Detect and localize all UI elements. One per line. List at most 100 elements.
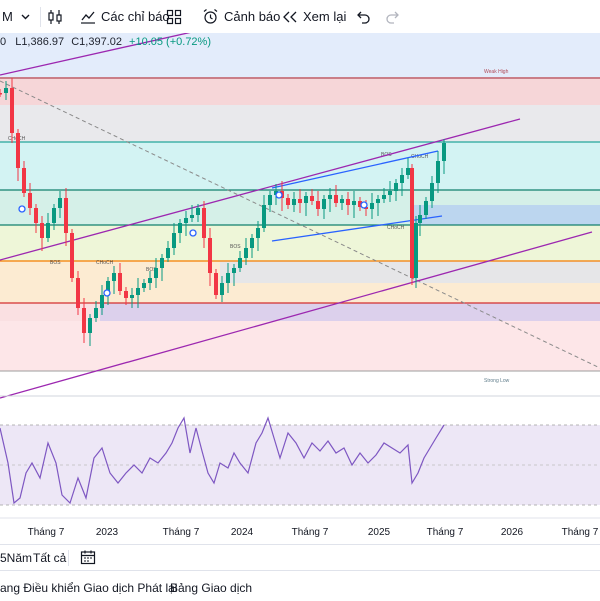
candle-body[interactable] bbox=[190, 215, 194, 218]
candle-body[interactable] bbox=[64, 198, 68, 233]
candle-body[interactable] bbox=[40, 223, 44, 238]
candle-body[interactable] bbox=[424, 201, 428, 215]
replay-button[interactable]: Xem lại bbox=[282, 0, 346, 33]
range-all-button[interactable]: Tất cả bbox=[33, 551, 67, 565]
candle-body[interactable] bbox=[178, 223, 182, 233]
marker-circle[interactable] bbox=[189, 229, 197, 237]
candle-body[interactable] bbox=[196, 208, 200, 215]
candle-body[interactable] bbox=[370, 203, 374, 209]
candle-body[interactable] bbox=[376, 199, 380, 203]
candle-body[interactable] bbox=[304, 196, 308, 203]
interval-selector[interactable]: M bbox=[2, 0, 30, 33]
range-5y-button[interactable]: 5Năm bbox=[0, 551, 33, 565]
candle-body[interactable] bbox=[142, 283, 146, 288]
dashed-trend-line[interactable] bbox=[0, 80, 600, 369]
candle-body[interactable] bbox=[70, 233, 74, 278]
channel-upper-line[interactable] bbox=[0, 118, 521, 261]
marker-circle[interactable] bbox=[103, 289, 111, 297]
candle-body[interactable] bbox=[262, 205, 266, 228]
candle-body[interactable] bbox=[0, 93, 2, 95]
marker-circle[interactable] bbox=[275, 191, 283, 199]
rsi-line[interactable] bbox=[0, 416, 445, 505]
candle-body[interactable] bbox=[208, 238, 212, 273]
candle-body[interactable] bbox=[382, 195, 386, 199]
alerts-button[interactable]: Cảnh báo bbox=[202, 0, 280, 33]
candle-body[interactable] bbox=[10, 88, 14, 133]
candle-body[interactable] bbox=[268, 195, 272, 205]
candle-body[interactable] bbox=[442, 143, 446, 161]
candle-body[interactable] bbox=[238, 258, 242, 268]
candle-body[interactable] bbox=[16, 133, 20, 168]
candle-body[interactable] bbox=[346, 199, 350, 205]
wedge-upper-line[interactable] bbox=[271, 150, 439, 189]
redo-button[interactable] bbox=[384, 0, 400, 33]
candle-body[interactable] bbox=[34, 208, 38, 223]
candle-body[interactable] bbox=[124, 291, 128, 298]
candle-body[interactable] bbox=[88, 318, 92, 333]
candle-body[interactable] bbox=[136, 288, 140, 295]
candle-body[interactable] bbox=[148, 278, 152, 283]
candlestick-series[interactable] bbox=[0, 78, 446, 346]
candle-body[interactable] bbox=[352, 201, 356, 205]
undo-button[interactable] bbox=[356, 0, 372, 33]
candle-body[interactable] bbox=[118, 273, 122, 291]
chart-canvas[interactable]: Weak High Strong Low BOS BOS BOS BOS CHo… bbox=[0, 33, 600, 544]
candle-body[interactable] bbox=[46, 223, 50, 238]
candle-body[interactable] bbox=[76, 278, 80, 308]
candle-body[interactable] bbox=[166, 248, 170, 258]
candle-body[interactable] bbox=[316, 201, 320, 209]
candle-body[interactable] bbox=[250, 238, 254, 248]
candle-body[interactable] bbox=[334, 195, 338, 203]
candle-body[interactable] bbox=[310, 196, 314, 201]
candle-body[interactable] bbox=[414, 223, 418, 278]
candle-body[interactable] bbox=[394, 183, 398, 191]
candle-body[interactable] bbox=[214, 273, 218, 295]
candle-body[interactable] bbox=[202, 208, 206, 238]
candle-body[interactable] bbox=[100, 295, 104, 308]
candle-style-button[interactable] bbox=[46, 0, 64, 33]
candle-body[interactable] bbox=[256, 228, 260, 238]
candle-body[interactable] bbox=[28, 193, 32, 208]
candle-body[interactable] bbox=[94, 308, 98, 318]
candle-body[interactable] bbox=[130, 295, 134, 298]
indicators-button[interactable]: Các chỉ báo bbox=[80, 0, 170, 33]
candle-body[interactable] bbox=[172, 233, 176, 248]
candle-body[interactable] bbox=[106, 281, 110, 295]
candle-body[interactable] bbox=[154, 268, 158, 278]
candle-body[interactable] bbox=[52, 208, 56, 223]
channel-upper-left[interactable] bbox=[0, 33, 210, 76]
candle-body[interactable] bbox=[184, 218, 188, 223]
marker-circle[interactable] bbox=[360, 201, 368, 209]
chart-area[interactable]: Weak High Strong Low BOS BOS BOS BOS CHo… bbox=[0, 33, 600, 544]
candle-body[interactable] bbox=[328, 195, 332, 199]
candle-body[interactable] bbox=[160, 258, 164, 268]
channel-lower-line[interactable] bbox=[0, 231, 593, 399]
candle-body[interactable] bbox=[4, 88, 8, 93]
tab-replay-trading-panel[interactable]: ang Điều khiển Giao dịch Phát lại bbox=[0, 581, 178, 595]
candle-body[interactable] bbox=[232, 268, 236, 273]
candle-body[interactable] bbox=[112, 273, 116, 281]
candle-body[interactable] bbox=[388, 191, 392, 195]
candle-body[interactable] bbox=[340, 199, 344, 203]
candle-body[interactable] bbox=[430, 183, 434, 201]
candle-body[interactable] bbox=[58, 198, 62, 208]
marker-circle[interactable] bbox=[18, 205, 26, 213]
candle-body[interactable] bbox=[436, 161, 440, 183]
time-axis[interactable]: Tháng 7 2023 Tháng 7 2024 Tháng 7 2025 Tháng 7… bbox=[28, 527, 599, 538]
candle-body[interactable] bbox=[406, 168, 410, 175]
candle-body[interactable] bbox=[358, 201, 362, 207]
candle-body[interactable] bbox=[286, 198, 290, 205]
candle-body[interactable] bbox=[220, 283, 224, 295]
candle-body[interactable] bbox=[418, 215, 422, 223]
calendar-icon[interactable] bbox=[80, 549, 96, 570]
candle-body[interactable] bbox=[400, 175, 404, 183]
candle-body[interactable] bbox=[82, 308, 86, 333]
candle-body[interactable] bbox=[322, 199, 326, 209]
candle-body[interactable] bbox=[292, 199, 296, 205]
candle-body[interactable] bbox=[298, 199, 302, 203]
candle-body[interactable] bbox=[226, 273, 230, 283]
layouts-button[interactable] bbox=[166, 0, 182, 33]
candle-body[interactable] bbox=[244, 248, 248, 258]
candle-body[interactable] bbox=[410, 168, 414, 278]
tab-trading-panel[interactable]: Bảng Giao dịch bbox=[170, 581, 253, 595]
